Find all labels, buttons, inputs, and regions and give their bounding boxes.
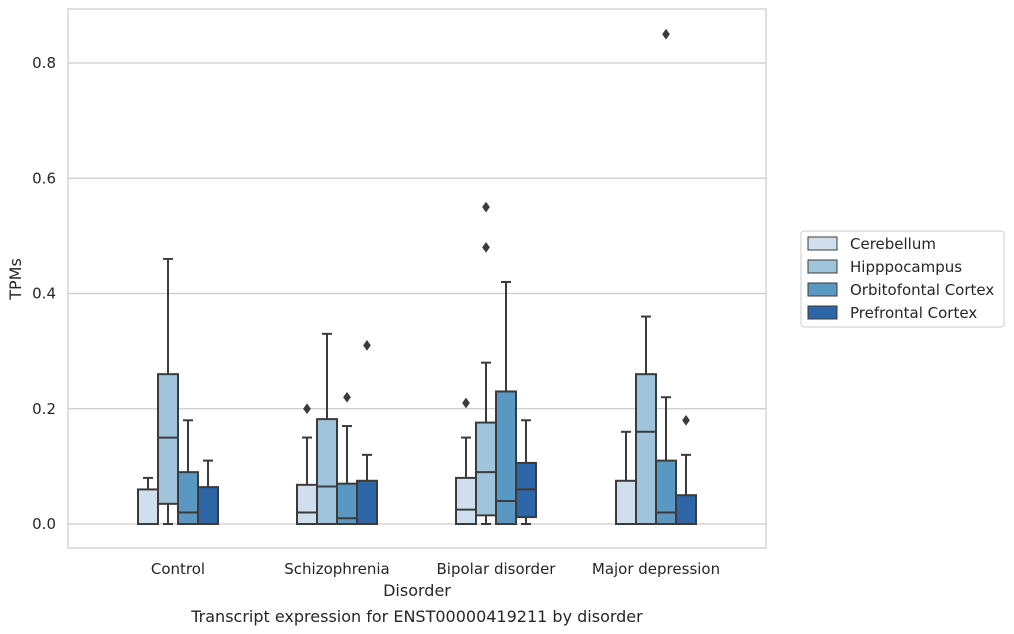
box-body bbox=[495, 390, 517, 525]
box-prefrontal-cortex bbox=[675, 414, 697, 525]
box-orbitofontal-cortex bbox=[336, 391, 358, 526]
legend-swatch bbox=[807, 236, 838, 251]
legend-swatch bbox=[807, 259, 838, 274]
box-body bbox=[635, 373, 657, 525]
legend-label: Hipppocampus bbox=[850, 258, 962, 276]
legend-label: Prefrontal Cortex bbox=[850, 304, 977, 322]
x-tick-labels: Control Schizophrenia Bipolar disorder Majo… bbox=[151, 560, 720, 578]
box-body bbox=[296, 483, 318, 526]
plot-frame bbox=[67, 8, 767, 549]
x-tick-label: Schizophrenia bbox=[284, 560, 389, 578]
outlier-point bbox=[482, 241, 490, 253]
outlier-point bbox=[363, 339, 371, 351]
box-body bbox=[675, 494, 697, 525]
box-hipppocampus bbox=[316, 332, 338, 525]
y-tick-label: 0.2 bbox=[32, 400, 56, 418]
y-tick-labels: 0.0 0.2 0.4 0.6 0.8 bbox=[32, 54, 56, 533]
chart-caption: Transcript expression for ENST0000041921… bbox=[190, 607, 643, 626]
legend-swatch bbox=[807, 305, 838, 320]
box-prefrontal-cortex bbox=[356, 339, 378, 525]
box-cerebellum bbox=[455, 397, 477, 525]
box-cerebellum bbox=[296, 403, 318, 526]
x-axis-label: Disorder bbox=[383, 581, 451, 600]
box-body bbox=[615, 479, 637, 525]
outlier-point bbox=[482, 201, 490, 213]
legend-label: Orbitofontal Cortex bbox=[850, 281, 994, 299]
box-body bbox=[655, 459, 677, 525]
legend-frame bbox=[800, 230, 1005, 328]
outlier-point bbox=[343, 391, 351, 403]
box-hipppocampus bbox=[635, 315, 657, 525]
box-orbitofontal-cortex bbox=[177, 419, 199, 526]
y-axis-label: TPMs bbox=[6, 258, 25, 301]
x-tick-label: Major depression bbox=[592, 560, 720, 578]
y-tick-label: 0.4 bbox=[32, 285, 56, 303]
box-cerebellum bbox=[615, 430, 637, 525]
legend: Cerebellum Hipppocampus Orbitofontal Corte… bbox=[800, 230, 1005, 328]
box-cerebellum bbox=[137, 476, 159, 525]
outlier-point bbox=[462, 397, 470, 409]
x-tick-label: Bipolar disorder bbox=[437, 560, 557, 578]
box-orbitofontal-cortex bbox=[495, 280, 517, 525]
box-series bbox=[137, 28, 697, 526]
box-body bbox=[356, 479, 378, 525]
box-body bbox=[475, 421, 497, 517]
box-prefrontal-cortex bbox=[515, 419, 537, 525]
box-prefrontal-cortex bbox=[197, 459, 219, 525]
box-hipppocampus bbox=[157, 257, 179, 525]
box-body bbox=[197, 486, 219, 525]
y-tick-label: 0.0 bbox=[32, 515, 56, 533]
box-orbitofontal-cortex bbox=[655, 28, 677, 525]
outlier-point bbox=[662, 28, 670, 40]
box-body bbox=[177, 471, 199, 526]
outlier-point bbox=[303, 403, 311, 415]
box-body bbox=[455, 476, 477, 525]
outlier-point bbox=[682, 414, 690, 426]
y-tick-label: 0.6 bbox=[32, 169, 56, 187]
legend-swatch bbox=[807, 282, 838, 297]
legend-label: Cerebellum bbox=[850, 235, 936, 253]
box-body bbox=[137, 488, 159, 525]
box-body bbox=[316, 418, 338, 525]
y-tick-label: 0.8 bbox=[32, 54, 56, 72]
x-tick-label: Control bbox=[151, 560, 205, 578]
box-hipppocampus bbox=[475, 201, 497, 525]
box-body bbox=[157, 373, 179, 505]
